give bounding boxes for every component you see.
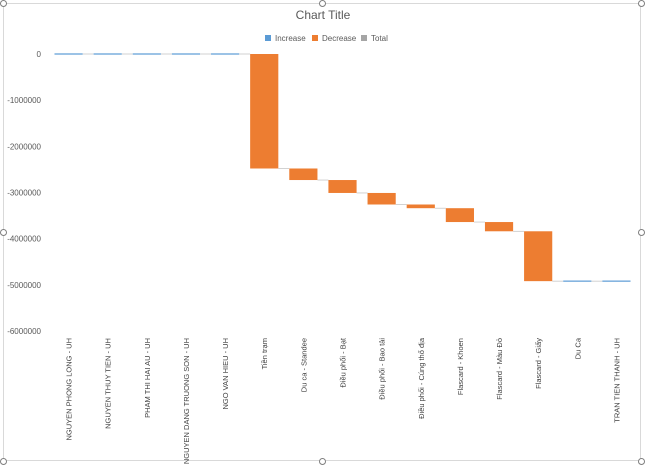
x-category-label: Du Ca: [573, 337, 582, 359]
bar-1[interactable]: [54, 53, 83, 55]
chart-title[interactable]: Chart Title: [296, 8, 351, 22]
x-category-label: NGUYEN THUY TIEN - UH: [104, 338, 113, 429]
x-category-label: Điều phối - Bao tải: [378, 338, 387, 400]
bar-3[interactable]: [132, 53, 161, 55]
x-category-label: Du ca - Standee: [299, 338, 308, 392]
bar-11[interactable]: [445, 208, 474, 223]
bar-8[interactable]: [328, 180, 357, 193]
resize-handle-top-center[interactable]: [319, 0, 326, 7]
legend[interactable]: Increase Decrease Total: [265, 34, 388, 43]
x-category-label: NGUYEN PHONG LONG - UH: [65, 338, 74, 441]
legend-label-decrease: Decrease: [322, 34, 357, 43]
resize-handle-bottom-right[interactable]: [638, 458, 645, 465]
legend-swatch-total: [361, 35, 367, 41]
y-tick-label: -2000000: [7, 142, 41, 151]
bar-9[interactable]: [367, 192, 396, 205]
bar-14[interactable]: [563, 280, 592, 282]
x-category-label: Điều phối - Bạt: [339, 337, 348, 388]
resize-handle-bottom-center[interactable]: [319, 458, 326, 465]
x-category-label: Điều phối - Cúng thổ địa: [417, 337, 426, 419]
legend-label-total: Total: [371, 34, 388, 43]
x-category-label: TRAN TIEN THANH - UH: [612, 338, 621, 423]
y-tick-label: 0: [37, 50, 42, 59]
bar-7[interactable]: [289, 168, 318, 181]
y-axis: 0 -1000000 -2000000 -3000000 -4000000 -500000…: [7, 50, 41, 336]
y-tick-label: -3000000: [7, 189, 41, 198]
y-tick-label: -1000000: [7, 96, 41, 105]
y-tick-label: -6000000: [7, 327, 41, 336]
x-axis-labels: NGUYEN PHONG LONG - UH NGUYEN THUY TIEN -…: [65, 337, 622, 464]
bar-10[interactable]: [406, 204, 435, 209]
resize-handle-top-right[interactable]: [638, 0, 645, 7]
resize-handle-bottom-left[interactable]: [0, 458, 7, 465]
y-tick-label: -5000000: [7, 281, 41, 290]
y-tick-label: -4000000: [7, 235, 41, 244]
bar-13[interactable]: [524, 231, 553, 282]
bar-15[interactable]: [602, 280, 631, 282]
resize-handle-middle-left[interactable]: [0, 229, 7, 236]
bar-4[interactable]: [171, 53, 201, 55]
bars: [54, 53, 631, 282]
x-category-label: Flascard - Giấy: [534, 338, 543, 389]
x-category-label: Flascard - Khoen: [456, 338, 465, 395]
resize-handle-middle-right[interactable]: [638, 229, 645, 236]
legend-swatch-increase: [265, 35, 271, 41]
bar-12[interactable]: [484, 222, 514, 232]
bar-6[interactable]: [250, 54, 279, 169]
x-category-label: Flascard - Màu Đỏ: [495, 338, 504, 400]
x-category-label: Tiền trạm: [260, 338, 269, 369]
legend-label-increase: Increase: [275, 34, 306, 43]
x-category-label: PHAM THI HAI AU - UH: [143, 338, 152, 418]
resize-handle-top-left[interactable]: [0, 0, 7, 7]
bar-5[interactable]: [211, 53, 240, 55]
x-category-label: NGO VAN HIEU - UH: [221, 338, 230, 410]
connector-lines: [82, 53, 603, 282]
legend-swatch-decrease: [312, 35, 318, 41]
bar-2[interactable]: [93, 53, 122, 55]
x-category-label: NGUYEN DANG TRUONG SON - UH: [182, 338, 191, 464]
